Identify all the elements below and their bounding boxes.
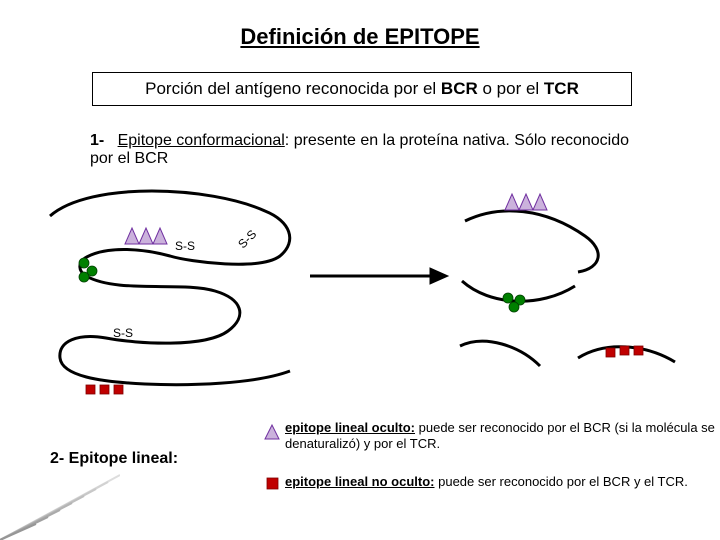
- legend2-label: epitope lineal no oculto:: [285, 474, 435, 489]
- section-1: 1- Epitope conformacional: presente en l…: [90, 132, 650, 168]
- subtitle-prefix: Porción del antígeno reconocida por el: [145, 79, 441, 98]
- s1-label: Epitope conformacional: [118, 132, 285, 149]
- square-group-native: [86, 385, 123, 394]
- legend-2: epitope lineal no oculto: puede ser reco…: [285, 474, 688, 490]
- subtitle-bcr: BCR: [441, 79, 478, 98]
- diagram-svg: S-S S-S S-S: [30, 186, 690, 396]
- section-2: 2- Epitope lineal:: [50, 450, 178, 468]
- ss-label-1: S-S: [175, 239, 195, 253]
- legend-triangle-icon: [263, 423, 281, 441]
- legend-1: epitope lineal oculto: puede ser reconoc…: [285, 420, 720, 451]
- native-protein: S-S S-S S-S: [50, 191, 290, 394]
- corner-decoration: [0, 470, 120, 540]
- triangle-group-native: [125, 228, 167, 244]
- legend1-label: epitope lineal oculto:: [285, 420, 415, 435]
- square-group-frag: [606, 346, 643, 357]
- subtitle-box: Porción del antígeno reconocida por el B…: [92, 72, 632, 106]
- arrow-icon: [310, 268, 448, 284]
- s1-num: 1-: [90, 132, 104, 149]
- triangle-group-frag: [505, 194, 547, 210]
- subtitle-tcr: TCR: [544, 79, 579, 98]
- legend-square-icon: [266, 477, 280, 491]
- circle-group-frag: [503, 293, 525, 312]
- subtitle-mid: o por el: [478, 79, 544, 98]
- denatured-fragments: [460, 194, 675, 366]
- ss-label-3: S-S: [235, 227, 259, 251]
- ss-label-2: S-S: [113, 326, 133, 340]
- page-title: Definición de EPITOPE: [240, 24, 479, 50]
- legend2-text: puede ser reconocido por el BCR y el TCR…: [435, 474, 688, 489]
